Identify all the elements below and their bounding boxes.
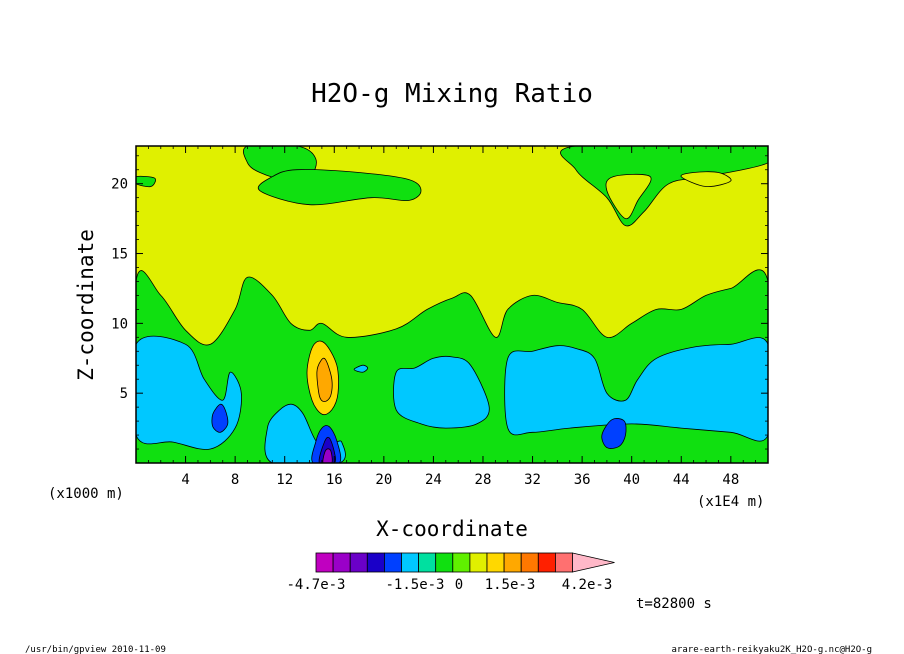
colorbar-segment xyxy=(503,552,522,573)
contour-region-cyan-2-1 xyxy=(393,355,490,429)
contour-region-green-0-3 xyxy=(257,169,422,206)
contour-region-orange-7-0 xyxy=(316,357,333,403)
x-tick-label: 16 xyxy=(326,472,343,488)
contour-regions xyxy=(136,146,768,463)
x-tick-label: 40 xyxy=(623,472,640,488)
contour-region-yellow-1-0 xyxy=(605,173,652,220)
colorbar-segment xyxy=(435,552,454,573)
colorbar-labels: -4.7e-3 -1.5e-3 0 1.5e-3 4.2e-3 xyxy=(286,577,612,593)
contour-region-blue-3-1 xyxy=(601,418,627,449)
colorbar-segment xyxy=(520,552,539,573)
colorbar-segment xyxy=(332,552,351,573)
y-tick-label: 15 xyxy=(111,247,128,263)
x-unit-note: (x1000 m) xyxy=(48,486,124,502)
x-axis-label: X-coordinate xyxy=(376,517,528,541)
x-tick-label: 32 xyxy=(524,472,541,488)
colorbar-segment xyxy=(315,552,334,573)
colorbar-arrow xyxy=(572,552,615,573)
y-axis-label: Z-coordinate xyxy=(74,229,98,381)
x-tick-label: 36 xyxy=(574,472,591,488)
contour-region-purple-5-0 xyxy=(322,448,333,463)
colorbar-segment xyxy=(383,552,402,573)
y-tick-label: 10 xyxy=(111,316,128,332)
colorbar-segment xyxy=(401,552,420,573)
colorbar-segment xyxy=(469,552,488,573)
colorbar-segment xyxy=(418,552,437,573)
y-ticks: 5 10 15 20 xyxy=(111,155,768,450)
colorbar-segment xyxy=(537,552,556,573)
x-tick-label: 12 xyxy=(276,472,293,488)
chart-title: H2O-g Mixing Ratio xyxy=(311,79,593,109)
contour-region-blue-3-0 xyxy=(211,403,229,433)
x-tick-label: 8 xyxy=(231,472,239,488)
colorbar-label: 4.2e-3 xyxy=(562,577,613,593)
colorbar-label: 0 xyxy=(455,577,463,593)
colorbar-label: -4.7e-3 xyxy=(286,577,345,593)
colorbar-label: -1.5e-3 xyxy=(385,577,444,593)
x-tick-label: 20 xyxy=(375,472,392,488)
x-tick-label: 4 xyxy=(181,472,189,488)
time-label: t=82800 s xyxy=(636,596,712,612)
plot-frame xyxy=(135,145,769,464)
contour-region-yellow-1-1 xyxy=(680,171,732,187)
colorbar-segment xyxy=(486,552,505,573)
colorbar-segment xyxy=(366,552,385,573)
colorbar-label: 1.5e-3 xyxy=(485,577,536,593)
colorbar xyxy=(315,552,615,573)
y-unit-note: (x1E4 m) xyxy=(697,494,764,510)
y-tick-label: 20 xyxy=(111,177,128,193)
contour-region-cyan-2-2 xyxy=(504,337,768,442)
contour-region-cyan-8-0 xyxy=(353,364,369,373)
colorbar-segment xyxy=(555,552,573,573)
colorbar-segment xyxy=(452,552,471,573)
x-tick-label: 44 xyxy=(673,472,690,488)
colorbar-segment xyxy=(349,552,368,573)
footer-right: arare-earth-reikyaku2K_H2O-g.nc@H2O-g xyxy=(672,645,872,654)
x-ticks: 4 8 12 16 20 24 28 32 36 40 44 48 xyxy=(147,146,757,488)
x-tick-label: 24 xyxy=(425,472,442,488)
x-tick-label: 28 xyxy=(475,472,492,488)
x-tick-label: 48 xyxy=(722,472,739,488)
footer-left: /usr/bin/gpview 2010-11-09 xyxy=(25,645,166,654)
y-tick-label: 5 xyxy=(120,386,128,402)
